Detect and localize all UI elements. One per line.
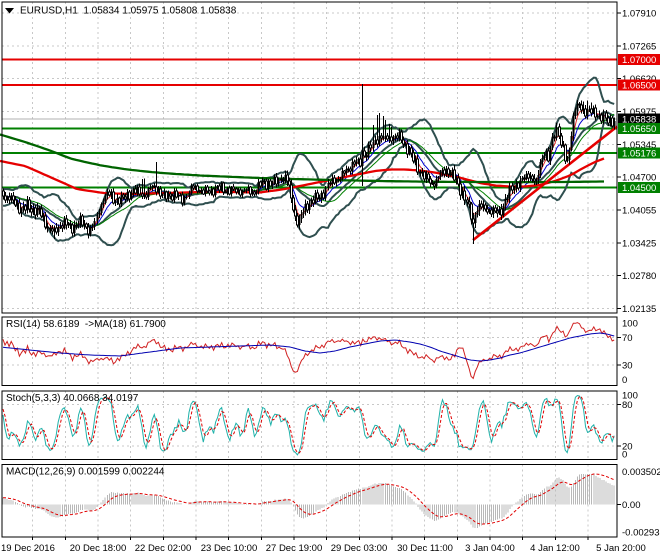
svg-text:30 Dec 11:00: 30 Dec 11:00	[397, 543, 453, 554]
svg-text:100: 100	[622, 319, 638, 330]
svg-text:20 Dec 18:00: 20 Dec 18:00	[70, 543, 127, 554]
svg-text:0: 0	[622, 450, 627, 461]
svg-text:1.02135: 1.02135	[622, 304, 656, 315]
svg-text:0.003502: 0.003502	[622, 467, 660, 478]
svg-text:23 Dec 10:00: 23 Dec 10:00	[201, 543, 258, 554]
svg-text:100: 100	[622, 391, 638, 402]
svg-text:-0.002938: -0.002938	[622, 528, 660, 539]
svg-text:1.05345: 1.05345	[622, 140, 656, 151]
svg-text:1.04500: 1.04500	[622, 183, 656, 194]
svg-text:MACD(12,26,9) 0.001599 0.00224: MACD(12,26,9) 0.001599 0.002244	[6, 467, 165, 478]
svg-text:EURUSD,H1 1.05834 1.05975 1.0: EURUSD,H1 1.05834 1.05975 1.05808 1.0583…	[20, 6, 237, 17]
svg-text:0: 0	[622, 375, 627, 386]
svg-text:1.05838: 1.05838	[622, 115, 656, 126]
svg-text:4 Jan 12:00: 4 Jan 12:00	[530, 543, 580, 554]
svg-text:1.02780: 1.02780	[622, 271, 656, 282]
svg-text:3 Jan 04:00: 3 Jan 04:00	[465, 543, 515, 554]
svg-text:29 Dec 03:00: 29 Dec 03:00	[331, 543, 388, 554]
svg-text:5 Jan 20:00: 5 Jan 20:00	[596, 543, 646, 554]
svg-text:Stoch(5,3,3) 40.0668 34.0197: Stoch(5,3,3) 40.0668 34.0197	[6, 393, 139, 404]
svg-text:1.04055: 1.04055	[622, 206, 656, 217]
svg-text:1.07265: 1.07265	[622, 41, 656, 52]
svg-text:1.04700: 1.04700	[622, 173, 656, 184]
svg-text:1.07000: 1.07000	[622, 55, 656, 66]
svg-text:1.05176: 1.05176	[622, 148, 656, 159]
svg-text:70: 70	[622, 333, 633, 344]
svg-text:1.05975: 1.05975	[622, 107, 656, 118]
svg-text:19 Dec 2016: 19 Dec 2016	[1, 543, 55, 554]
svg-text:1.03425: 1.03425	[622, 238, 656, 249]
svg-text:20: 20	[622, 441, 633, 452]
svg-text:RSI(14) 58.6189 ->MA(18) 61.7: RSI(14) 58.6189 ->MA(18) 61.7900	[6, 319, 166, 330]
svg-text:1.06500: 1.06500	[622, 81, 656, 92]
svg-text:0.00: 0.00	[622, 500, 641, 511]
svg-text:1.07910: 1.07910	[622, 9, 656, 20]
svg-text:30: 30	[622, 360, 633, 371]
svg-text:1.05650: 1.05650	[622, 124, 656, 135]
svg-text:22 Dec 02:00: 22 Dec 02:00	[135, 543, 192, 554]
svg-text:27 Dec 19:00: 27 Dec 19:00	[266, 543, 323, 554]
svg-text:80: 80	[622, 400, 633, 411]
